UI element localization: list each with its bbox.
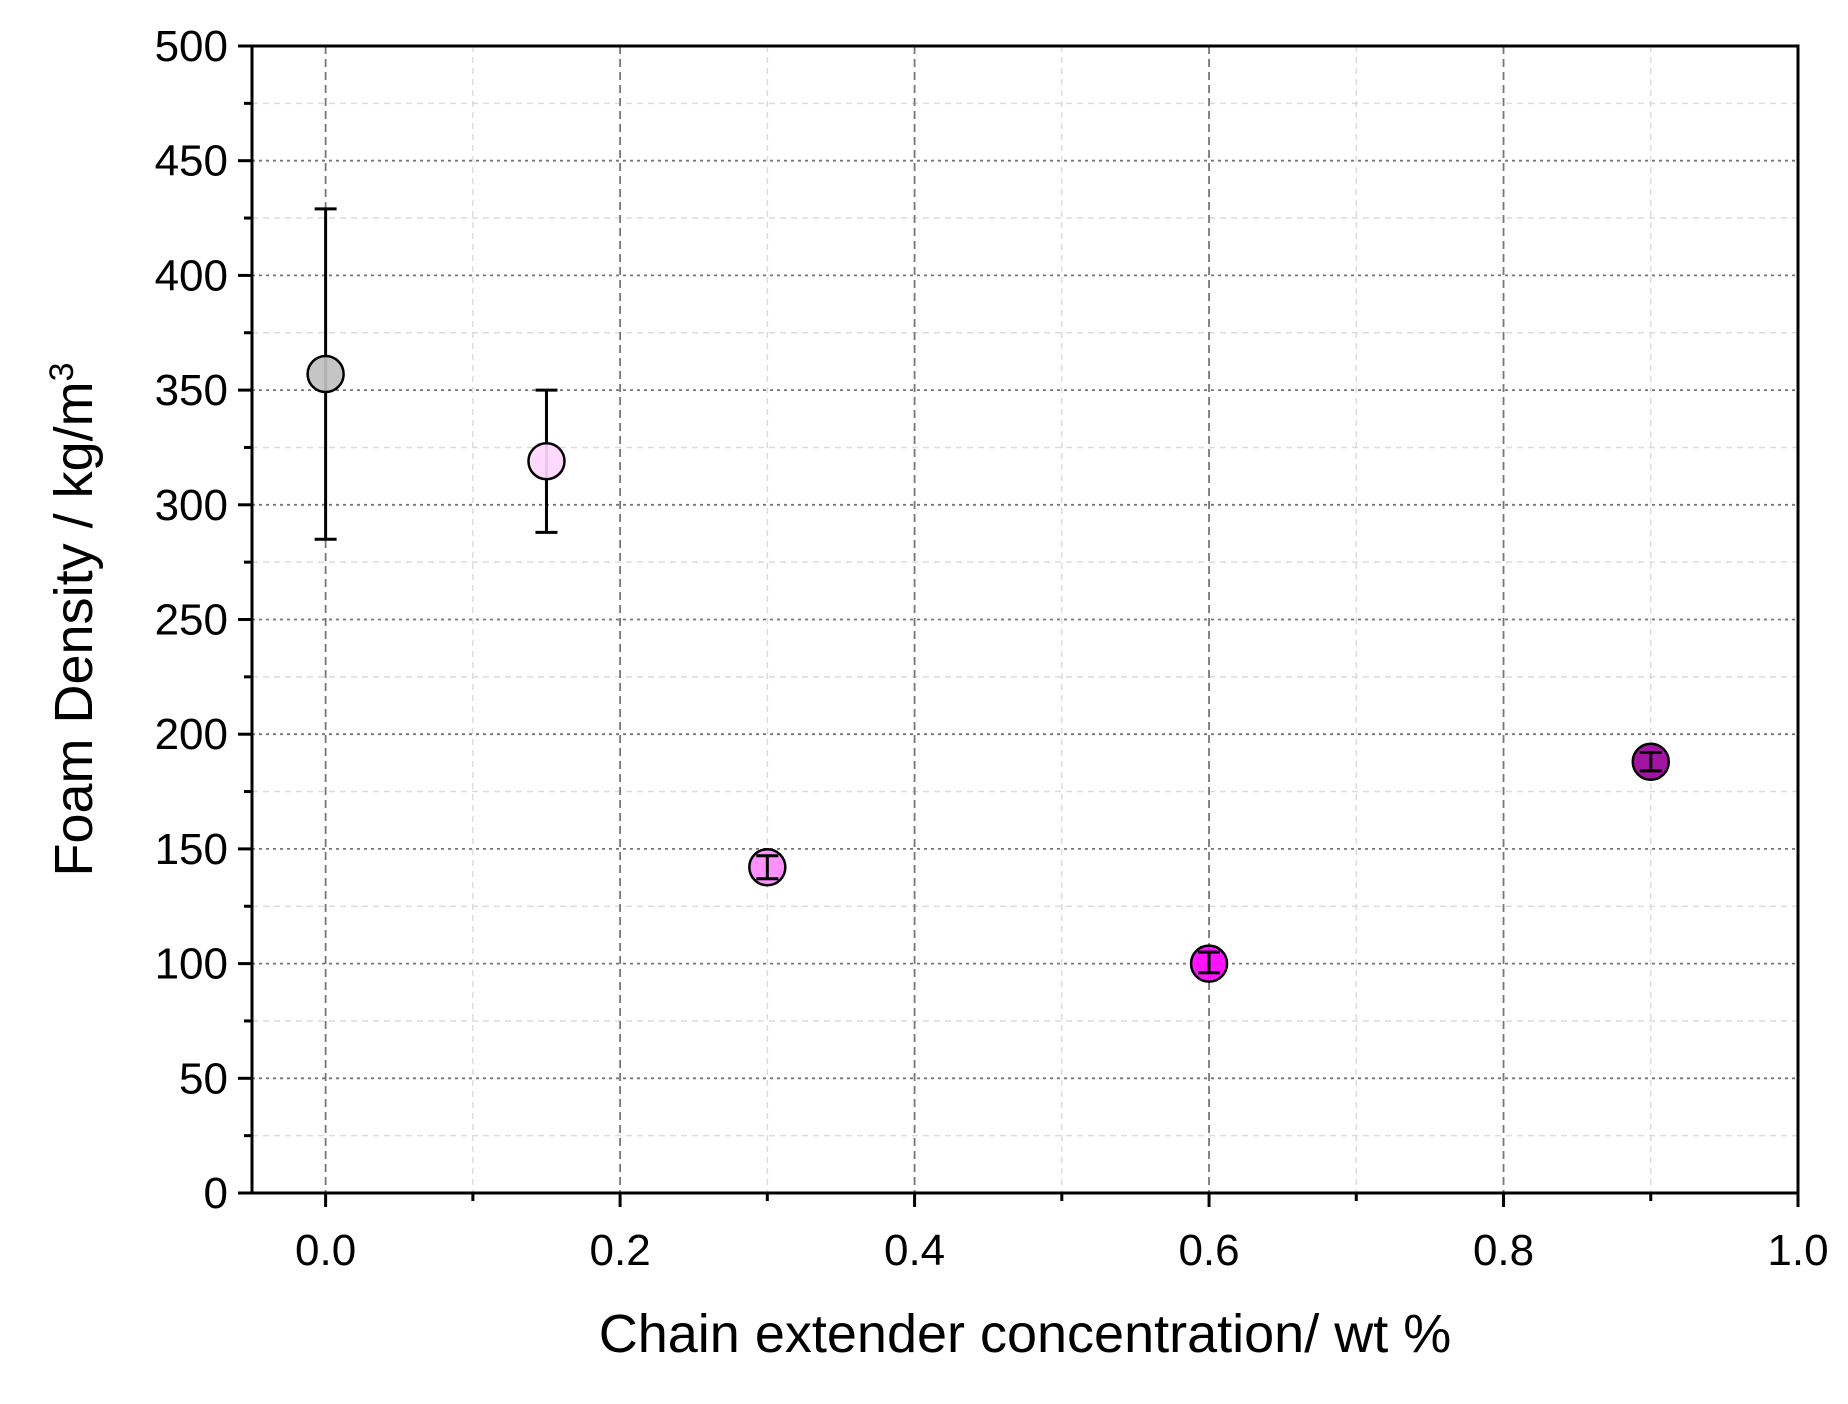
data-point <box>527 441 566 481</box>
y-tick-label: 100 <box>155 940 228 989</box>
x-tick-label: 0.8 <box>1473 1226 1534 1275</box>
y-tick-label: 150 <box>155 825 228 874</box>
x-tick-label: 0.4 <box>884 1226 945 1275</box>
x-tick-label: 0.0 <box>295 1226 356 1275</box>
y-tick-label: 400 <box>155 251 228 300</box>
y-tick-label: 300 <box>155 481 228 530</box>
x-tick-label: 1.0 <box>1767 1226 1828 1275</box>
x-tick-label: 0.2 <box>590 1226 651 1275</box>
data-points <box>306 354 1671 983</box>
x-tick-label: 0.6 <box>1178 1226 1239 1275</box>
y-axis-title: Foam Density / kg/m3 <box>43 362 104 876</box>
axis-ticks <box>238 44 1800 1207</box>
y-tick-label: 250 <box>155 596 228 645</box>
y-axis-title-main: Foam Density / kg/m <box>44 381 104 876</box>
y-axis-title-superscript: 3 <box>43 362 81 381</box>
y-tick-label: 50 <box>179 1054 228 1103</box>
grid <box>252 46 1798 1193</box>
tick-labels: 0.0 0.2 0.4 0.6 0.8 1.0 0 50 100 150 200 250 300 350 4… <box>155 22 1829 1275</box>
y-tick-label: 0 <box>204 1169 228 1218</box>
data-point <box>306 354 345 394</box>
y-tick-label: 450 <box>155 137 228 186</box>
y-tick-label: 350 <box>155 366 228 415</box>
x-axis-title: Chain extender concentration/ wt % <box>599 1304 1451 1364</box>
y-tick-label: 500 <box>155 22 228 71</box>
y-tick-label: 200 <box>155 710 228 759</box>
